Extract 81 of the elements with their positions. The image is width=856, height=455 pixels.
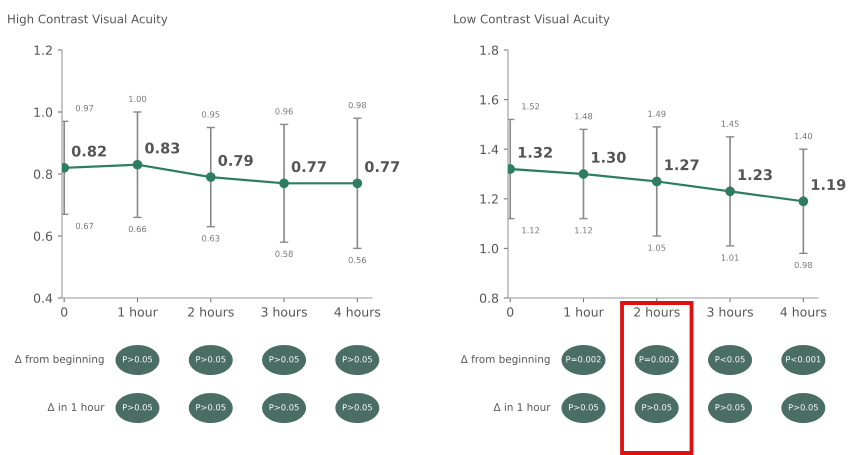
text: P>0.05 [196,404,226,410]
data-label: 1.27 [665,159,699,170]
text: Δ from beginning [14,354,104,366]
y-tick-label: 0.8 [34,169,52,179]
y-tick-label: 1.8 [480,45,498,55]
text: P>0.05 [716,404,745,410]
annotation: 0.66 [128,226,146,232]
y-tick-label: 1.6 [480,95,498,105]
annotation: 1.52 [522,103,540,110]
y-tick-label: 1.2 [34,45,52,55]
data-label: 0.79 [218,154,253,166]
y-tick-label: 1.4 [480,144,498,154]
data-label: 1.30 [592,152,626,163]
annotation: 0.56 [348,256,366,264]
text: P>0.05 [123,356,152,362]
x-tick-label: 0 [61,307,68,317]
annotation: 0.98 [794,262,812,268]
annotation: 1.00 [129,96,146,102]
annotation: 1.45 [722,120,739,127]
data-label: 0.83 [145,142,180,154]
x-tick-label: 0 [507,307,514,317]
text: P<0.001 [786,356,821,362]
annotation: 0.98 [348,102,366,108]
point [352,178,362,188]
annotation: 1.40 [794,132,812,140]
text: P>0.05 [270,356,299,362]
y-tick-label: 1.0 [34,107,52,117]
data-label: 0.77 [292,161,326,172]
text: Δ in 1 hour [494,402,551,412]
text: P>0.05 [569,404,598,410]
y-tick-label: 0.4 [34,293,52,303]
point [279,178,289,188]
chart-title: High Contrast Visual Acuity [8,14,168,26]
annotation: 1.01 [722,254,739,261]
point [578,169,588,179]
data-label: 0.82 [72,146,106,157]
annotation: 0.95 [202,111,220,118]
x-tick-label: 1 hour [118,307,158,317]
text: P>0.05 [196,356,226,362]
x-tick-label: 3 hours [707,307,753,317]
text: P=0.002 [566,356,601,362]
point [798,196,808,206]
y-tick-label: 1.0 [480,244,498,254]
point [132,160,142,170]
point [206,172,216,182]
point [652,176,662,186]
text: P>0.05 [642,404,672,410]
annotation: 0.97 [76,105,94,112]
data-label: 0.77 [364,161,400,172]
x-tick-label: 2 hours [634,307,680,317]
x-tick-label: 4 hours [780,307,826,317]
annotation: 1.48 [575,113,592,120]
text: P>0.05 [788,404,818,410]
y-tick-label: 0.6 [34,231,52,241]
text: P>0.05 [342,404,372,410]
annotation: 1.49 [648,110,666,117]
text: Δ from beginning [460,354,550,366]
chart-title: Low Contrast Visual Acuity [454,14,610,26]
text: Δ in 1 hour [48,402,105,412]
annotation: 1.12 [522,227,540,234]
y-tick-label: 1.2 [480,194,498,204]
x-tick-label: 2 hours [188,307,234,317]
text: P>0.05 [123,404,152,410]
annotation: 1.05 [648,244,666,251]
text: P<0.05 [716,356,745,362]
annotation: 1.12 [575,227,592,234]
y-tick-label: 0.8 [480,293,498,303]
annotation: 0.58 [275,250,293,257]
x-tick-label: 3 hours [261,307,307,317]
annotation: 0.63 [202,235,220,242]
text: P>0.05 [342,356,372,362]
text: P>0.05 [270,404,299,410]
x-tick-label: 4 hours [334,307,380,317]
point [725,186,735,196]
data-label: 1.19 [812,179,846,190]
annotation: 0.67 [76,222,94,230]
data-label: 1.32 [518,146,552,158]
text: P=0.002 [640,356,674,362]
annotation: 0.96 [275,108,293,114]
data-label: 1.23 [738,169,772,180]
x-tick-label: 1 hour [564,307,604,317]
